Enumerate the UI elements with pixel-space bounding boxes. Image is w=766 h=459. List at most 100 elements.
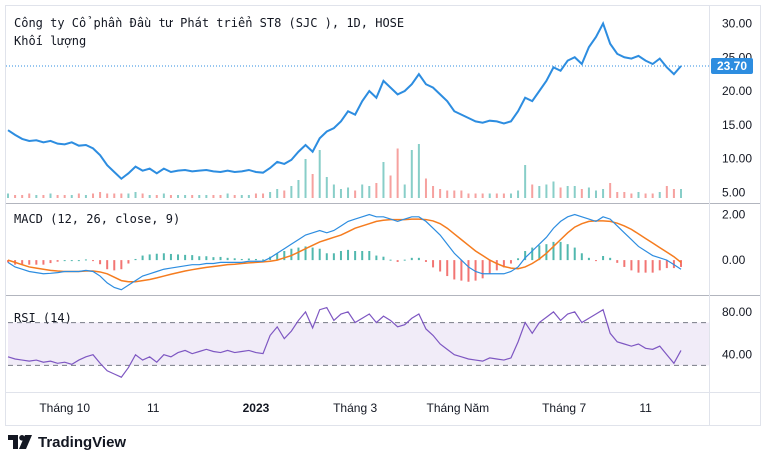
volume-bar xyxy=(580,189,583,198)
macd-histogram-bar xyxy=(219,256,222,261)
macd-histogram-bar xyxy=(538,245,541,261)
macd-histogram-bar xyxy=(134,258,137,261)
macd-histogram-bar xyxy=(339,251,342,261)
macd-histogram-bar xyxy=(28,260,31,265)
volume-bar xyxy=(276,189,279,198)
macd-histogram-bar xyxy=(318,248,321,261)
macd-histogram-bar xyxy=(580,253,583,261)
macd-histogram-bar xyxy=(276,253,279,261)
tradingview-logo[interactable]: TradingView xyxy=(8,432,126,452)
brand-name: TradingView xyxy=(38,433,127,451)
volume-bar xyxy=(467,193,470,198)
macd-histogram-bar xyxy=(92,260,95,262)
volume-bar xyxy=(651,193,654,198)
x-tick-label: 11 xyxy=(639,401,652,415)
macd-histogram-bar xyxy=(106,260,109,270)
macd-histogram-bar xyxy=(184,254,187,261)
macd-histogram-bar xyxy=(247,258,250,261)
volume-bar xyxy=(113,193,116,198)
volume-bar xyxy=(254,193,257,198)
macd-histogram-bar xyxy=(240,258,243,261)
macd-histogram-bar xyxy=(290,248,293,261)
volume-bar xyxy=(7,193,9,198)
volume-bar xyxy=(311,174,314,198)
macd-histogram-bar xyxy=(141,255,144,261)
volume-bar xyxy=(205,195,208,198)
y-tick-label: 30.00 xyxy=(722,17,752,31)
volume-bar xyxy=(212,195,215,198)
macd-histogram-bar xyxy=(70,260,73,262)
macd-histogram-bar xyxy=(623,260,626,267)
chart-title: Công ty Cổ phần Đầu tư Phát triển ST8 (S… xyxy=(14,16,404,30)
macd-histogram-bar xyxy=(7,260,9,263)
volume-bar xyxy=(587,187,590,198)
volume-bar xyxy=(672,189,675,198)
volume-bar xyxy=(665,186,668,198)
volume-bar xyxy=(446,190,449,198)
time-scale[interactable]: Tháng 10 11 2023 Tháng 3 Tháng Năm Tháng 7 11 xyxy=(39,401,652,415)
volume-bar xyxy=(141,193,144,198)
macd-histogram-bar xyxy=(35,260,38,265)
volume-bar xyxy=(460,190,463,198)
macd-histogram-bar xyxy=(212,257,215,261)
macd-histogram-bar xyxy=(332,253,335,261)
macd-histogram-bar xyxy=(658,260,661,271)
price-line xyxy=(7,20,682,181)
macd-label: MACD (12, 26, close, 9) xyxy=(14,212,180,226)
macd-histogram-bar xyxy=(488,260,491,274)
volume-bar xyxy=(162,193,165,198)
volume-bar xyxy=(155,195,158,198)
macd-histogram-bar xyxy=(651,260,654,273)
rsi-pane xyxy=(7,306,709,378)
volume-bar xyxy=(354,190,357,198)
macd-histogram-bar xyxy=(198,256,201,261)
x-tick-label: Tháng Năm xyxy=(426,401,489,415)
volume-bar xyxy=(424,178,427,198)
macd-histogram-bar xyxy=(502,260,505,268)
volume-bar xyxy=(566,186,569,198)
y-tick-label: 15.00 xyxy=(722,118,752,132)
volume-bar xyxy=(389,175,392,198)
macd-histogram-bar xyxy=(49,260,52,264)
macd-signal-line xyxy=(7,218,682,283)
volume-bar xyxy=(509,193,512,198)
macd-histogram-bar xyxy=(389,259,392,261)
macd-histogram-bar xyxy=(680,260,682,267)
macd-histogram-bar xyxy=(474,260,477,281)
macd-histogram-bar xyxy=(382,256,385,261)
volume-bar xyxy=(240,195,243,198)
macd-histogram-bar xyxy=(262,259,265,261)
volume-bar xyxy=(21,195,24,198)
rsi-band xyxy=(8,322,709,366)
macd-histogram-bar xyxy=(254,258,257,261)
macd-histogram-bar xyxy=(467,260,470,282)
volume-bar xyxy=(368,186,371,198)
volume-bar xyxy=(439,189,442,198)
macd-histogram-bar xyxy=(396,260,399,262)
macd-histogram-bar xyxy=(566,244,569,261)
macd-histogram-bar xyxy=(403,259,406,261)
macd-histogram-bar xyxy=(481,260,484,279)
volume-bar xyxy=(219,195,222,198)
macd-histogram-bar xyxy=(84,259,87,261)
macd-histogram-bar xyxy=(375,255,378,261)
macd-histogram-bar xyxy=(460,260,463,281)
volume-bar xyxy=(637,192,640,198)
volume-bar xyxy=(290,186,293,198)
volume-bar xyxy=(106,193,109,198)
volume-bar xyxy=(28,193,31,198)
x-tick-label: Tháng 10 xyxy=(39,401,90,415)
rsi-label: RSI (14) xyxy=(14,311,72,325)
macd-histogram-bar xyxy=(311,247,314,261)
macd-histogram-bar xyxy=(453,260,456,280)
volume-bar xyxy=(169,195,172,198)
volume-bar xyxy=(92,193,95,198)
macd-histogram-bar xyxy=(594,260,597,262)
macd-histogram-bar xyxy=(21,260,24,265)
volume-bar xyxy=(63,195,66,198)
macd-histogram-bar xyxy=(417,257,420,261)
macd-histogram-bar xyxy=(630,260,633,271)
volume-bar xyxy=(658,192,661,198)
macd-histogram-bar xyxy=(432,260,435,268)
